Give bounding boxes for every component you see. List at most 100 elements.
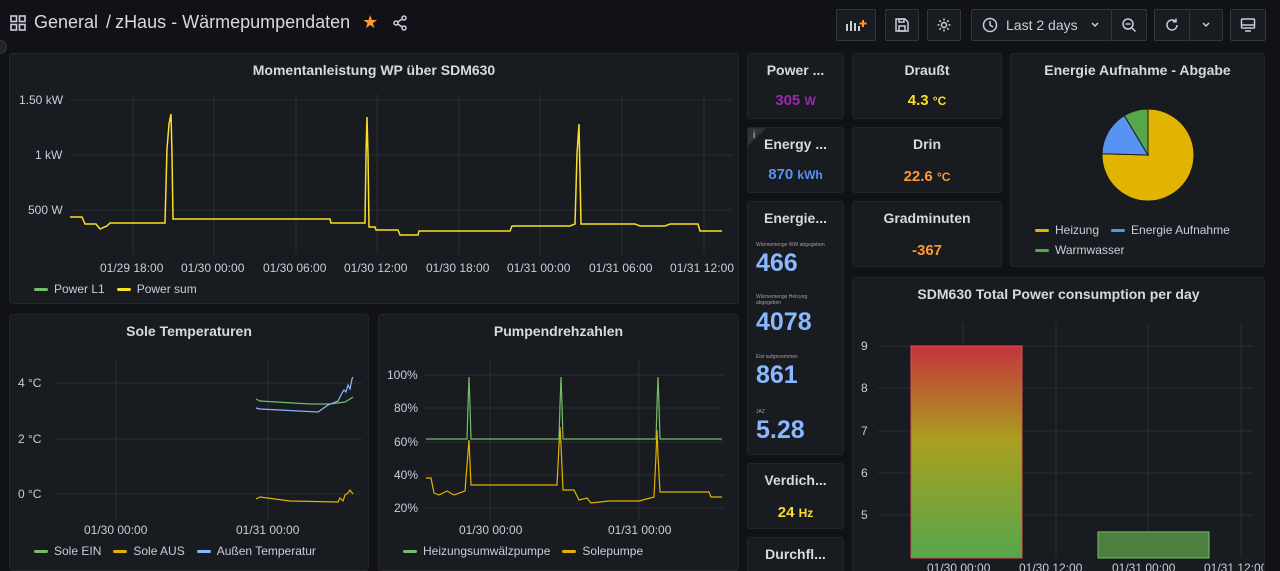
- panel-gradminuten[interactable]: Gradminuten -367: [852, 201, 1002, 267]
- momentan-chart[interactable]: 1.50 kW 1 kW 500 W 01/29 18:00 01/30 00:…: [10, 54, 739, 304]
- share-icon[interactable]: [392, 14, 408, 31]
- breadcrumb-separator: /: [106, 12, 112, 32]
- y-tick: 9: [861, 339, 868, 353]
- add-panel-button[interactable]: [836, 9, 876, 41]
- sole-chart[interactable]: 4 °C 2 °C 0 °C 01/30 00:00 01/31 00:00: [10, 315, 369, 571]
- legend-item-power-l1[interactable]: Power L1: [34, 282, 105, 296]
- x-tick: 01/30 18:00: [426, 261, 490, 275]
- panel-pumpendrehzahlen[interactable]: Pumpendrehzahlen 100% 80% 60% 40% 20% 01…: [378, 314, 739, 571]
- sdm-bar-chart[interactable]: 9 8 7 6 5 01/30 00:00 01/30 12:00 01/31 …: [853, 278, 1265, 571]
- legend-item-power-sum[interactable]: Power sum: [116, 282, 197, 296]
- pie-slice-warmwasser[interactable]: [1123, 108, 1149, 157]
- x-tick: 01/30 12:00: [344, 261, 408, 275]
- dashboards-grid-icon[interactable]: [10, 14, 26, 31]
- pie-chart[interactable]: [1011, 54, 1265, 267]
- stat-value: 861: [756, 361, 798, 389]
- stat-value: 5.28: [756, 416, 805, 444]
- panel-momentanleistung[interactable]: Momentanleistung WP über SDM630 1.50 kW …: [9, 53, 739, 304]
- tv-mode-button[interactable]: [1230, 9, 1266, 41]
- chevron-down-icon: [1202, 22, 1210, 28]
- dashboard-title[interactable]: zHaus - Wärmepumpendaten: [115, 12, 351, 32]
- y-tick: 40%: [394, 468, 418, 482]
- dashboard-settings-button[interactable]: [927, 9, 961, 41]
- zoom-out-button[interactable]: [1111, 9, 1147, 41]
- solepumpe-series: [426, 426, 722, 504]
- gradminuten-value: -367: [911, 242, 943, 259]
- panel-title: Energy ...: [763, 136, 828, 152]
- stat-label: Wärmemenge Heizung abgegeben: [756, 294, 808, 306]
- monitor-icon: [1240, 18, 1256, 32]
- bar-01-30[interactable]: [910, 345, 1023, 559]
- x-tick: 01/31 12:00: [670, 261, 734, 275]
- save-dashboard-button[interactable]: [885, 9, 919, 41]
- panel-drin[interactable]: Drin 22.6 °C: [852, 127, 1002, 193]
- panel-power-stat[interactable]: Power ... 305 W: [747, 53, 844, 119]
- power-value: 305 W: [775, 92, 816, 109]
- sole-aus-series: [255, 488, 354, 503]
- folder-link[interactable]: General: [34, 12, 99, 32]
- time-range-picker[interactable]: Last 2 days: [971, 9, 1112, 41]
- x-tick: 01/29 18:00: [100, 261, 164, 275]
- x-tick: 01/31 12:00: [1204, 561, 1265, 571]
- bar-01-31[interactable]: [1097, 531, 1210, 559]
- legend-item-aussen-temperatur[interactable]: Außen Temperatur: [196, 544, 316, 558]
- aussen-temperatur-series: [255, 376, 354, 413]
- info-corner: [748, 128, 766, 146]
- pumpen-chart[interactable]: 100% 80% 60% 40% 20% 01/30 00:00 01/31 0…: [379, 315, 739, 571]
- pie-slice-energie-aufnahme[interactable]: [1101, 114, 1149, 156]
- legend-item-sole-ein[interactable]: Sole EIN: [34, 544, 101, 558]
- legend: Power L1 Power sum: [34, 282, 197, 296]
- panel-durchfluss[interactable]: Durchfl...: [747, 537, 844, 571]
- stat-label: Wärmemenge WW abgegeben: [756, 242, 825, 248]
- y-tick: 7: [861, 424, 868, 438]
- panel-title: Gradminuten: [883, 210, 971, 226]
- time-range-label: Last 2 days: [1006, 17, 1078, 33]
- refresh-button[interactable]: [1154, 9, 1190, 41]
- refresh-icon: [1166, 18, 1178, 31]
- y-tick: 6: [861, 466, 868, 480]
- legend-item-heizung[interactable]: Heizung: [1035, 223, 1099, 237]
- y-tick: 500 W: [28, 203, 63, 217]
- legend-item-energie-aufnahme[interactable]: Energie Aufnahme: [1111, 223, 1230, 237]
- panel-sole-temperaturen[interactable]: Sole Temperaturen 4 °C 2 °C 0 °C 01/30 0…: [9, 314, 369, 571]
- y-tick: 20%: [394, 501, 418, 515]
- y-tick: 100%: [387, 368, 418, 382]
- stat-label: Elst aufgenommen: [756, 354, 798, 360]
- top-bar: General / zHaus - Wärmepumpendaten ★ Las…: [0, 0, 1280, 48]
- star-icon[interactable]: ★: [362, 12, 379, 32]
- panel-title: Durchfl...: [765, 546, 826, 562]
- y-tick: 8: [861, 381, 868, 395]
- panel-title: Verdich...: [764, 472, 827, 488]
- add-panel-icon: [846, 20, 867, 31]
- x-tick: 01/30 06:00: [263, 261, 327, 275]
- panel-title: Power ...: [766, 62, 825, 78]
- legend: Heizung Energie Aufnahme Warmwasser: [1035, 223, 1255, 257]
- legend-item-warmwasser[interactable]: Warmwasser: [1035, 243, 1125, 257]
- panel-title: Draußt: [904, 62, 950, 78]
- x-tick: 01/30 00:00: [84, 523, 148, 537]
- panel-draussen[interactable]: Draußt 4.3 °C: [852, 53, 1002, 119]
- power-sum-series: [70, 113, 722, 236]
- x-tick: 01/31 06:00: [589, 261, 653, 275]
- verdichter-value: 24 Hz: [777, 504, 814, 521]
- y-tick: 60%: [394, 435, 418, 449]
- info-icon[interactable]: i: [753, 130, 756, 141]
- legend-item-heizungsumwaelzpumpe[interactable]: Heizungsumwälzpumpe: [403, 544, 550, 558]
- y-tick: 1 kW: [35, 148, 63, 162]
- legend-item-solepumpe[interactable]: Solepumpe: [562, 544, 643, 558]
- x-tick: 01/30 12:00: [1019, 561, 1083, 571]
- refresh-interval-dropdown[interactable]: [1189, 9, 1223, 41]
- x-tick: 01/30 00:00: [459, 523, 523, 537]
- stat-value: 4078: [756, 308, 812, 336]
- panel-title: Energie...: [763, 210, 828, 226]
- panel-energie-pie[interactable]: Energie Aufnahme - Abgabe Heizung Energi…: [1010, 53, 1265, 267]
- legend-item-sole-aus[interactable]: Sole AUS: [113, 544, 185, 558]
- y-tick: 5: [861, 508, 868, 522]
- save-icon: [895, 18, 909, 32]
- y-tick: 0 °C: [18, 487, 42, 501]
- panel-sdm630-total[interactable]: SDM630 Total Power consumption per day 9…: [852, 277, 1265, 571]
- panel-verdichter[interactable]: Verdich... 24 Hz: [747, 463, 844, 529]
- y-tick: 4 °C: [18, 376, 42, 390]
- panel-energy-stat[interactable]: i Energy ... 870 kWh: [747, 127, 844, 193]
- panel-energie-multi[interactable]: Energie... Wärmemenge WW abgegeben 466 W…: [747, 201, 844, 455]
